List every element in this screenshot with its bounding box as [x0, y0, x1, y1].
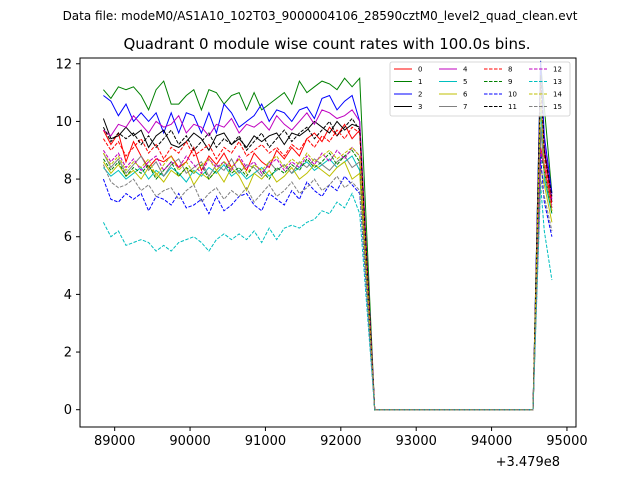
series-line-15 [102, 164, 553, 411]
series-line-2 [103, 60, 553, 411]
x-tick-label: 92000 [320, 434, 361, 449]
legend-label-9: 9 [508, 78, 512, 86]
legend-label-0: 0 [418, 66, 422, 74]
legend-label-10: 10 [508, 91, 517, 99]
x-tick-label: 90000 [169, 434, 210, 449]
series-line-10 [102, 155, 553, 411]
legend-label-12: 12 [553, 66, 562, 74]
series-line-4 [103, 98, 553, 411]
legend-label-11: 11 [508, 103, 517, 111]
legend-label-1: 1 [418, 78, 422, 86]
plot-area [102, 60, 553, 411]
series-line-8 [102, 81, 553, 411]
legend-label-13: 13 [553, 78, 562, 86]
axes: 89000 90000 91000 92000 93000 94000 95000 0 2 4 6 8… [55, 57, 587, 449]
y-tick-label: 4 [64, 288, 72, 303]
series-line-3 [102, 118, 553, 411]
x-tick-label: 93000 [396, 434, 437, 449]
chart-suptitle: Data file: modeM0/AS1A10_102T03_90000041… [63, 9, 578, 23]
y-tick-label: 6 [64, 230, 72, 245]
series-line-11 [102, 75, 553, 411]
series-line-1 [103, 60, 553, 411]
legend-label-14: 14 [553, 91, 562, 99]
series-line-6 [102, 161, 553, 411]
chart-title: Quadrant 0 module wise count rates with … [123, 35, 530, 53]
legend-label-3: 3 [418, 103, 422, 111]
y-tick-label: 10 [55, 115, 72, 130]
x-tick-label: 95000 [546, 434, 587, 449]
y-tick-label: 2 [64, 346, 72, 361]
x-tick-label: 94000 [471, 434, 512, 449]
legend-label-8: 8 [508, 66, 512, 74]
legend-label-15: 15 [553, 103, 562, 111]
series-line-7 [102, 127, 553, 411]
axes-frame [79, 57, 577, 428]
x-tick-label: 91000 [245, 434, 286, 449]
legend-label-7: 7 [463, 103, 467, 111]
legend-label-5: 5 [463, 78, 467, 86]
legend-label-6: 6 [463, 91, 468, 99]
y-tick-label: 8 [64, 173, 72, 188]
series-line-0 [102, 123, 553, 411]
legend-label-4: 4 [463, 66, 468, 74]
series-line-5 [103, 104, 553, 411]
legend-label-2: 2 [418, 91, 422, 99]
series-line-12 [102, 146, 553, 411]
x-tick-label: 89000 [94, 434, 135, 449]
y-tick-label: 0 [64, 403, 72, 418]
series-line-13 [102, 184, 553, 411]
legend-box [389, 61, 571, 117]
x-offset-label: +3.479e8 [496, 455, 560, 470]
y-tick-label: 12 [55, 57, 72, 72]
series-line-14 [102, 95, 553, 411]
